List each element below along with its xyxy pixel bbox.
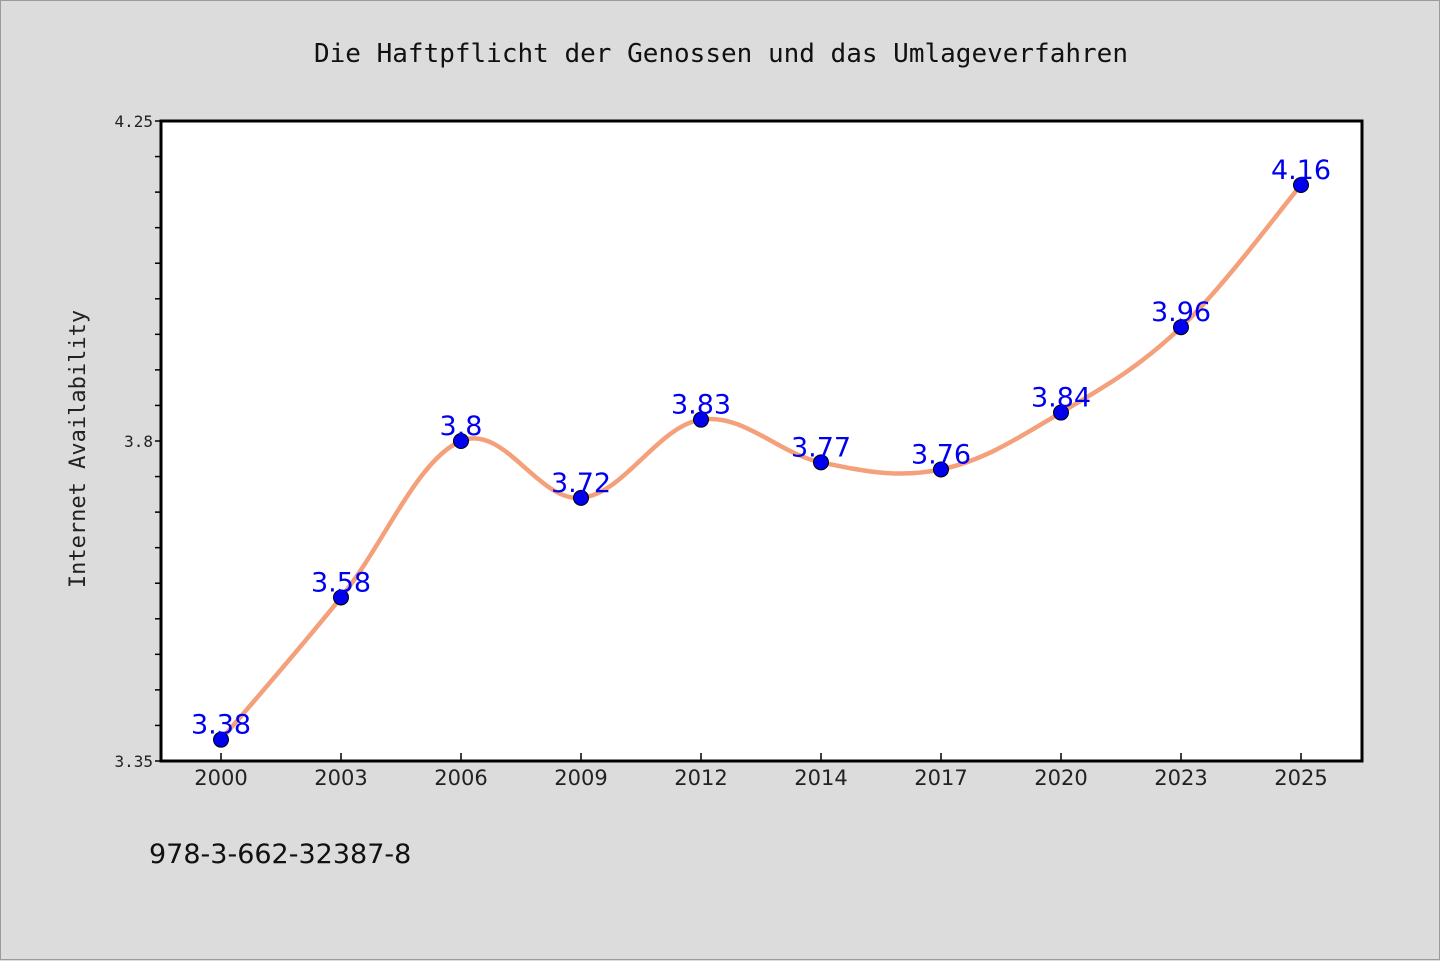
x-tick-label: 2003 xyxy=(314,766,367,790)
data-label: 3.72 xyxy=(551,468,611,499)
data-labels: 3.38 3.58 3.8 3.72 3.83 3.77 3.76 3.84 3.96 4.16 xyxy=(191,155,1331,741)
chart-title: Die Haftpflicht der Genossen und das Uml… xyxy=(314,39,1128,69)
data-point xyxy=(333,589,349,606)
x-tick-label: 2009 xyxy=(554,766,607,790)
y-axis-label: Internet Availability xyxy=(66,310,91,588)
y-tick-label: 3.8 xyxy=(124,432,153,451)
data-point xyxy=(813,454,829,471)
footnote: 978-3-662-32387-8 xyxy=(149,839,411,870)
data-label: 3.76 xyxy=(911,439,971,470)
data-label: 3.8 xyxy=(440,411,483,442)
y-axis: 3.35 3.8 4.25 xyxy=(114,112,161,771)
data-point xyxy=(693,411,709,428)
data-point xyxy=(213,731,229,748)
data-label: 3.96 xyxy=(1151,297,1211,328)
data-point xyxy=(1293,177,1309,193)
plot-area xyxy=(161,121,1362,761)
data-label: 3.77 xyxy=(791,432,851,463)
data-point xyxy=(573,489,589,506)
data-point xyxy=(1053,404,1069,421)
x-tick-label: 2017 xyxy=(914,766,967,790)
x-tick-label: 2000 xyxy=(194,766,247,790)
data-label: 4.16 xyxy=(1271,155,1331,186)
y-tick-label: 4.25 xyxy=(114,112,153,131)
data-point xyxy=(453,433,469,449)
x-tick-label: 2006 xyxy=(434,766,487,790)
x-tick-label: 2025 xyxy=(1274,766,1327,790)
x-axis: 2000 2003 2006 2009 2012 2014 2017 2020 2023 2025 xyxy=(194,753,1328,790)
x-tick-label: 2014 xyxy=(794,766,847,790)
data-label: 3.38 xyxy=(191,710,251,741)
y-tick-label: 3.35 xyxy=(114,752,153,771)
x-tick-label: 2023 xyxy=(1154,766,1207,790)
data-label: 3.84 xyxy=(1031,383,1091,414)
x-tick-label: 2012 xyxy=(674,766,727,790)
data-point xyxy=(933,461,949,478)
series-line xyxy=(218,182,1304,742)
plot-border xyxy=(159,119,1364,763)
data-label: 3.83 xyxy=(671,390,731,421)
data-point xyxy=(1173,319,1189,336)
data-label: 3.58 xyxy=(311,567,371,598)
data-markers xyxy=(213,177,1309,748)
x-tick-label: 2020 xyxy=(1034,766,1087,790)
